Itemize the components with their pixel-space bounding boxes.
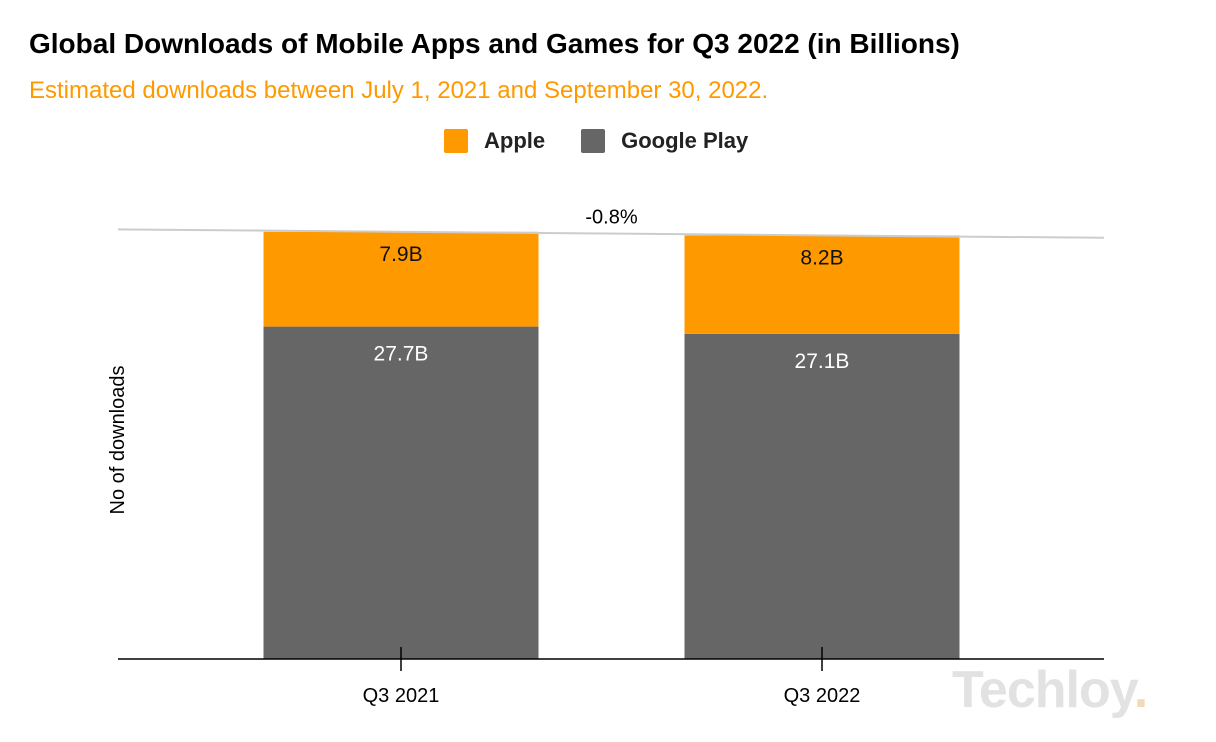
chart-title: Global Downloads of Mobile Apps and Game… <box>29 28 960 59</box>
data-label-google-play-q3-2021: 27.7B <box>374 343 429 366</box>
trend-annotation: -0.8% <box>585 207 637 229</box>
legend-label-google-play: Google Play <box>621 128 749 153</box>
x-tick-label-q3-2022: Q3 2022 <box>784 685 861 707</box>
techloy-watermark: Techloy. <box>952 660 1148 720</box>
bar-apple-q3-2021 <box>263 231 539 327</box>
bar-google-play-q3-2021 <box>263 326 539 659</box>
legend-item-apple: Apple <box>444 128 545 154</box>
trend-line <box>117 228 1105 239</box>
bar-apple-q3-2022 <box>684 235 960 334</box>
data-label-google-play-q3-2022: 27.1B <box>795 350 850 373</box>
bars-layer: 7.9B 27.7B 8.2B 27.1B <box>263 231 960 659</box>
watermark-dot: . <box>1133 661 1148 719</box>
y-axis-label: No of downloads <box>107 366 129 515</box>
x-tick-label-q3-2021: Q3 2021 <box>363 685 440 707</box>
chart-subtitle: Estimated downloads between July 1, 2021… <box>29 77 769 104</box>
legend-item-google-play: Google Play <box>581 128 748 154</box>
data-label-apple-q3-2022: 8.2B <box>800 246 843 269</box>
ticks-layer: Q3 2021 Q3 2022 <box>363 647 861 707</box>
watermark-text: Techloy <box>952 661 1135 719</box>
legend-label-apple: Apple <box>484 128 546 153</box>
data-label-apple-q3-2021: 7.9B <box>379 243 422 266</box>
legend: Apple Google Play <box>444 128 784 154</box>
bar-google-play-q3-2022 <box>684 333 960 659</box>
legend-swatch-apple <box>444 129 468 153</box>
legend-swatch-google-play <box>581 129 606 153</box>
annotation-layer: -0.8% <box>117 207 1105 239</box>
